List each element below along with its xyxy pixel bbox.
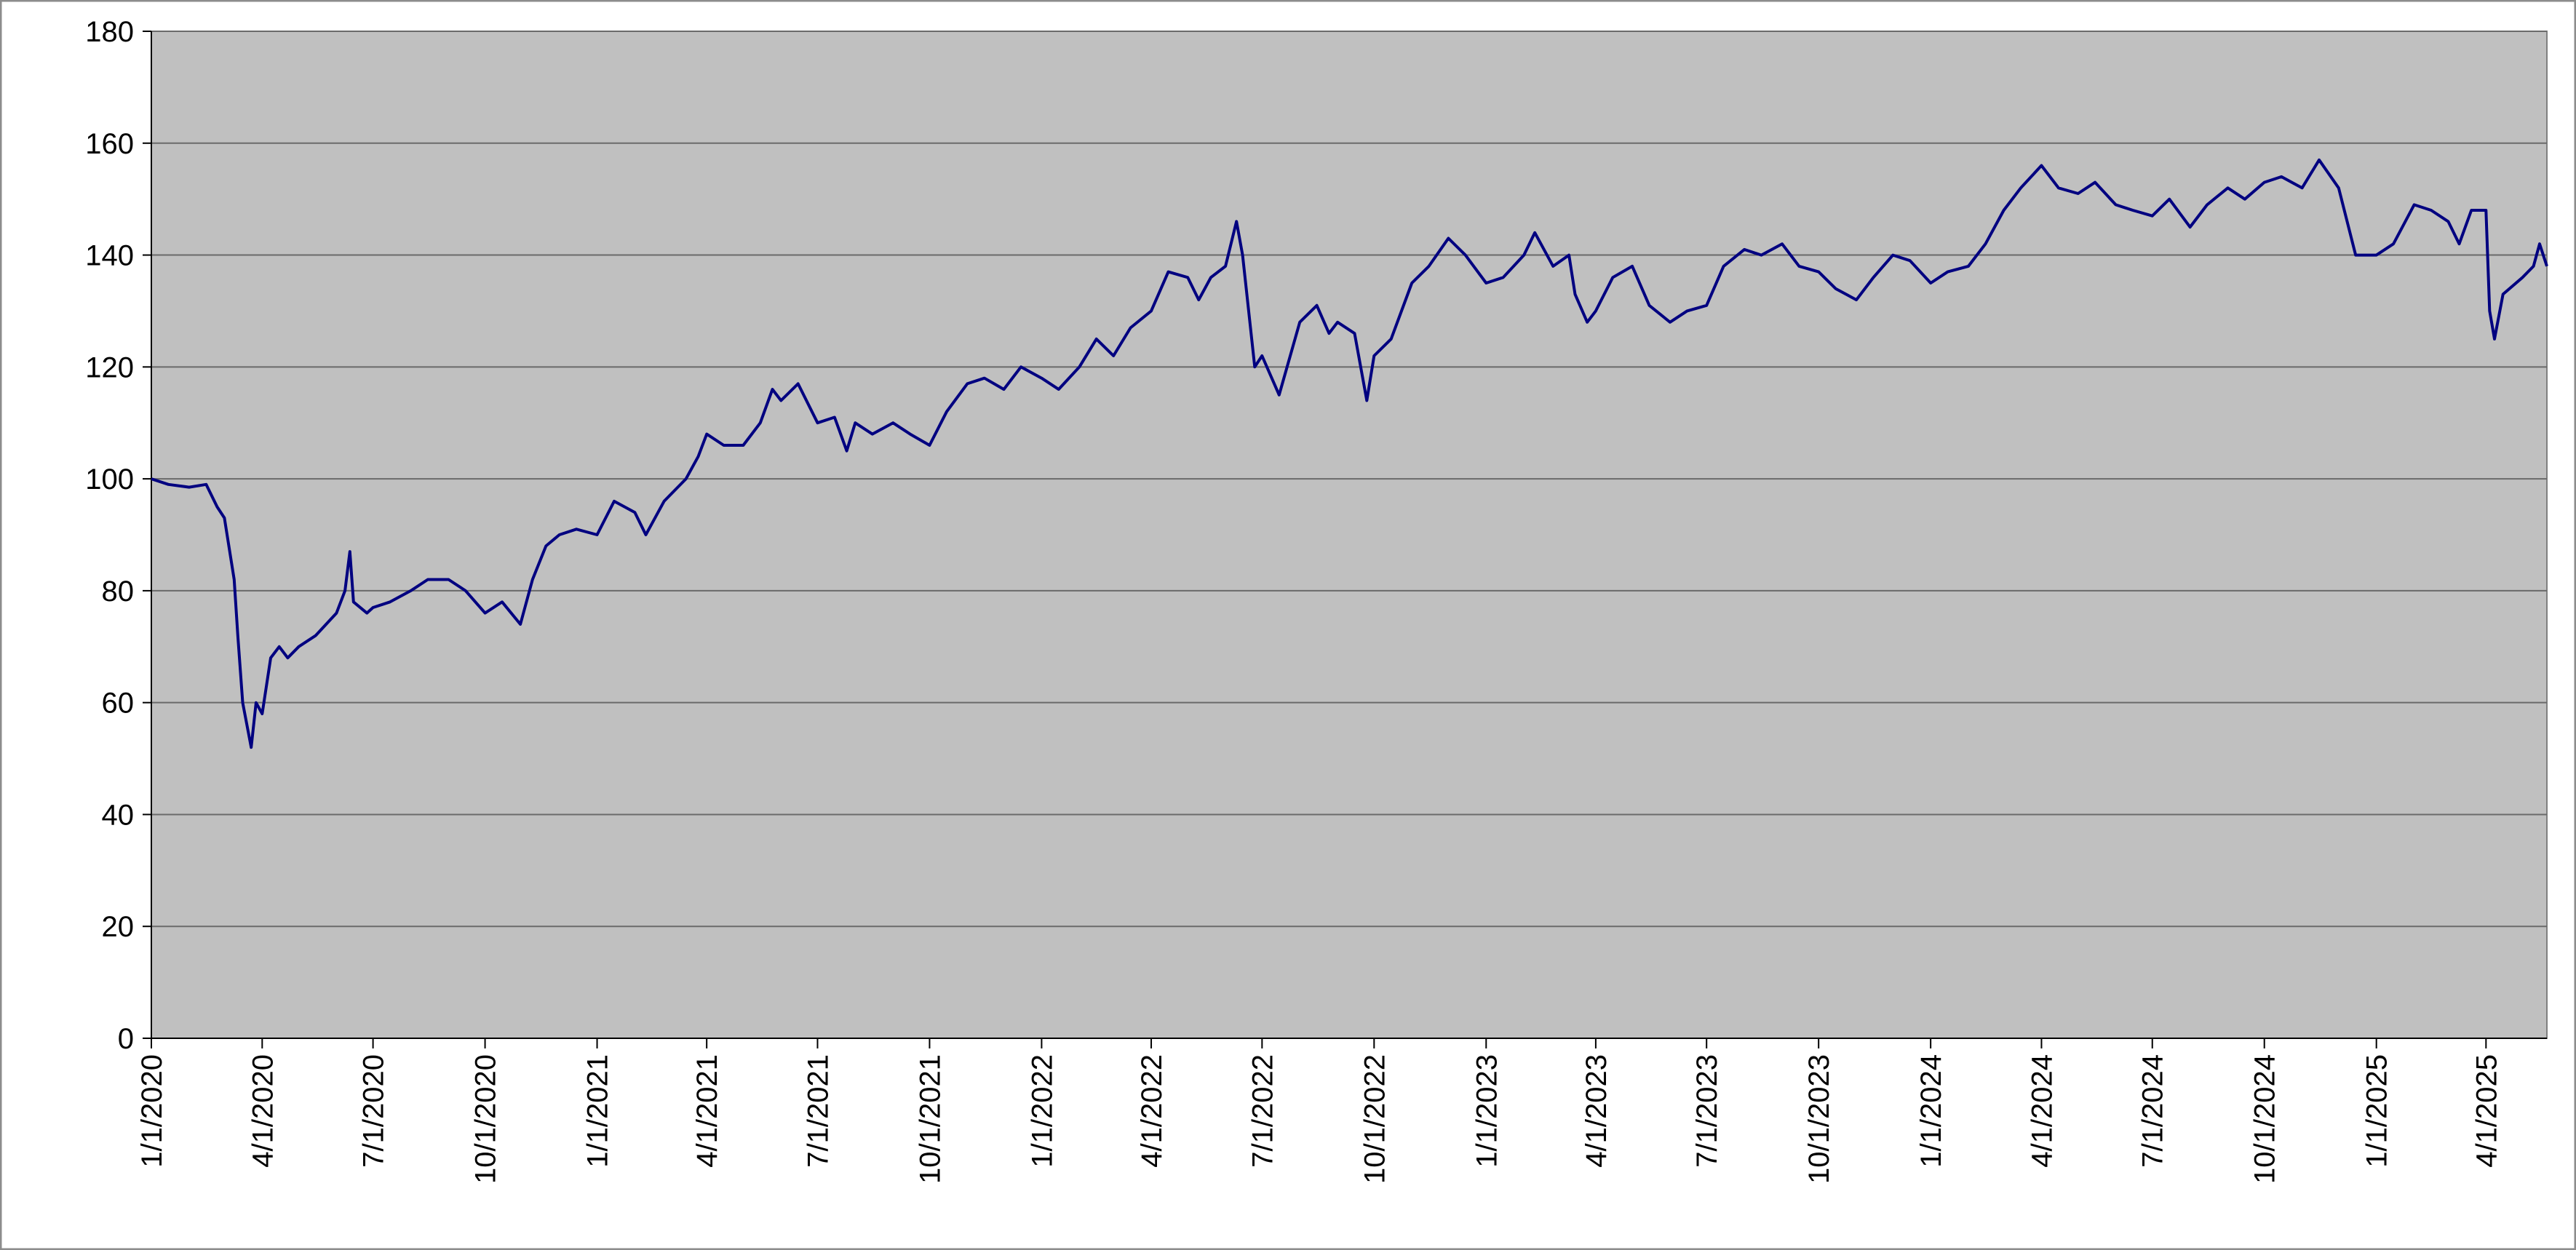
y-tick-label: 20: [102, 911, 135, 943]
plot-area: [151, 31, 2548, 1039]
x-tick-label: 7/1/2020: [358, 1054, 390, 1168]
x-tick-label: 7/1/2022: [1247, 1054, 1279, 1168]
x-tick-label: 1/1/2023: [1471, 1054, 1503, 1168]
x-tick-label: 1/1/2024: [1915, 1054, 1947, 1168]
x-tick-label: 1/1/2022: [1026, 1054, 1058, 1168]
x-tick-label: 10/1/2022: [1359, 1054, 1391, 1184]
x-tick-label: 4/1/2021: [691, 1054, 723, 1168]
y-tick-label: 180: [85, 16, 134, 48]
y-tick-label: 100: [85, 463, 134, 495]
line-series: [151, 158, 2548, 749]
x-tick-label: 10/1/2023: [1803, 1054, 1835, 1184]
x-tick-label: 4/1/2020: [247, 1054, 279, 1168]
y-tick-label: 160: [85, 128, 134, 160]
x-tick-label: 1/1/2025: [2361, 1054, 2393, 1168]
y-tick-label: 60: [102, 688, 135, 720]
y-tick-label: 40: [102, 799, 135, 831]
y-tick-label: 80: [102, 576, 135, 608]
x-tick-label: 1/1/2020: [136, 1054, 168, 1168]
x-tick-label: 10/1/2024: [2249, 1054, 2281, 1184]
x-tick-label: 10/1/2021: [914, 1054, 946, 1184]
y-tick-label: 0: [118, 1023, 134, 1055]
x-tick-label: 1/1/2021: [582, 1054, 614, 1168]
x-tick-label: 4/1/2022: [1136, 1054, 1168, 1168]
x-tick-label: 4/1/2024: [2026, 1054, 2058, 1168]
y-tick-label: 140: [85, 240, 134, 272]
x-tick-label: 4/1/2023: [1581, 1054, 1613, 1168]
x-tick-label: 7/1/2021: [802, 1054, 834, 1168]
x-tick-label: 7/1/2024: [2137, 1054, 2169, 1168]
x-tick-label: 10/1/2020: [470, 1054, 502, 1184]
x-tick-label: 7/1/2023: [1691, 1054, 1723, 1168]
y-tick-label: 120: [85, 351, 134, 383]
x-tick-label: 4/1/2025: [2470, 1054, 2503, 1168]
